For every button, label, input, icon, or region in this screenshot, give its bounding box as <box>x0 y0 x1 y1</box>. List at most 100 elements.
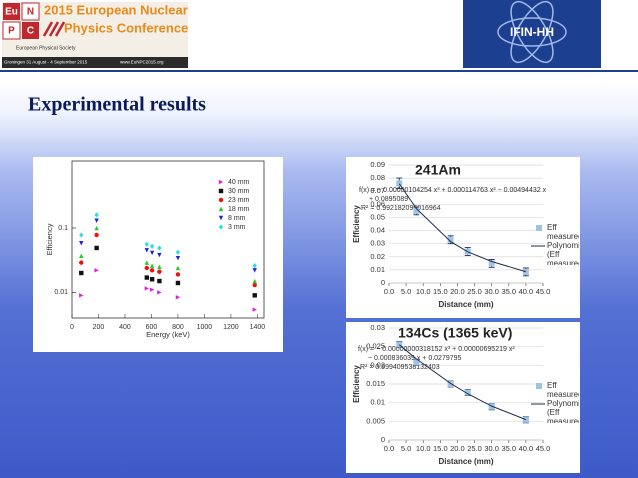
logo-letter: C <box>27 26 34 37</box>
marker <box>252 307 257 312</box>
logo-square <box>22 22 39 39</box>
fit-equation: R² = 0.992182096016964 <box>361 205 441 212</box>
legend-label: Eff measured <box>547 223 579 241</box>
legend-label: 30 mm <box>228 188 250 195</box>
y-axis-title: Efficiency <box>352 365 361 403</box>
x-tick-label: 20.0 <box>450 444 465 453</box>
x-tick-label: 45.0 <box>536 287 551 296</box>
legend-label: 3 mm <box>228 224 246 231</box>
legend-label-box: Polynomial (Eff measured) <box>547 399 579 423</box>
fit-equation: f(x) = − 0.00000000318152 x³ + 0.0000069… <box>358 346 515 353</box>
marker <box>79 260 84 265</box>
x-tick-label: 0.0 <box>384 444 394 453</box>
y-tick-label: 0.1 <box>58 225 68 232</box>
legend-label: Polynomial (Eff measured) <box>547 399 579 423</box>
marker <box>396 341 403 348</box>
fit-equation: − 0.000836039 x + 0.0279795 <box>368 355 462 362</box>
marker <box>149 263 155 268</box>
orbit <box>510 0 554 64</box>
marker <box>218 188 224 194</box>
marker <box>218 224 224 230</box>
y-tick-label: 0.01 <box>370 398 385 407</box>
chart-panel <box>346 322 580 473</box>
y-axis-title: Efficiency <box>352 205 361 243</box>
conference-name: Physics Conference <box>64 20 188 35</box>
x-tick-label: 40.0 <box>519 287 534 296</box>
dates: Groningen 31 August - 4 September 2015 <box>4 60 88 65</box>
x-tick-label: 1000 <box>197 324 213 331</box>
x-tick-label: 40.0 <box>519 444 534 453</box>
legend-label-box: Polynomial (Eff measured) <box>547 241 579 265</box>
x-tick-label: 200 <box>93 324 105 331</box>
x-tick-label: 35.0 <box>501 287 516 296</box>
x-tick-label: 45.0 <box>536 444 551 453</box>
marker <box>79 232 84 238</box>
marker <box>536 383 542 389</box>
marker <box>79 270 84 276</box>
logo-letter: Eu <box>5 7 18 18</box>
marker <box>413 359 420 366</box>
marker <box>536 225 542 231</box>
marker <box>144 265 150 271</box>
marker <box>396 180 403 187</box>
marker <box>94 225 99 231</box>
marker <box>157 290 162 295</box>
marker <box>488 403 495 410</box>
fit-line <box>398 183 527 273</box>
x-tick-label: 25.0 <box>467 287 482 296</box>
marker <box>149 277 155 282</box>
x-tick-label: 1400 <box>250 324 266 331</box>
x-tick-label: 0.0 <box>384 287 394 296</box>
marker <box>79 253 84 259</box>
marker <box>464 389 471 396</box>
marker <box>157 245 162 251</box>
marker <box>79 241 84 246</box>
legend-label-box: Eff measured <box>547 223 579 241</box>
marker <box>175 280 181 286</box>
chart-panel <box>33 157 283 352</box>
marker <box>175 265 181 271</box>
x-tick-label: 10.0 <box>416 287 431 296</box>
marker <box>175 249 181 255</box>
marker <box>149 250 155 256</box>
marker <box>447 236 454 243</box>
society: European Physical Society <box>16 45 76 51</box>
marker <box>488 260 495 267</box>
marker <box>218 197 224 203</box>
logo-bar <box>2 57 188 68</box>
fit-equation: f(x) = − 0.00000104254 x³ + 0.000114763 … <box>359 187 547 194</box>
marker <box>144 241 150 247</box>
marker <box>94 218 99 223</box>
x-tick-label: 5.0 <box>401 287 411 296</box>
y-tick-label: 0.08 <box>370 173 385 182</box>
marker <box>157 269 162 274</box>
marker <box>149 243 155 249</box>
x-tick-label: 10.0 <box>416 444 431 453</box>
marker <box>94 232 99 238</box>
y-tick-label: 0.01 <box>54 289 68 296</box>
marker <box>157 252 162 258</box>
x-tick-label: 35.0 <box>501 444 516 453</box>
legend-label: Polynomial (Eff measured) <box>547 241 579 265</box>
legend-label: 18 mm <box>228 206 250 213</box>
x-tick-label: 20.0 <box>450 287 465 296</box>
y-tick-label: 0.02 <box>370 252 385 261</box>
x-tick-label: 800 <box>172 324 184 331</box>
y-tick-label: 0.03 <box>370 323 385 332</box>
logo-square <box>2 21 21 40</box>
conference-name: 2015 European Nuclear <box>44 2 188 17</box>
logo-letter: P <box>8 26 15 37</box>
y-tick-label: 0.03 <box>370 239 385 248</box>
fit-equation: R² = 0.999409538132403 <box>360 364 440 371</box>
marker <box>252 278 257 284</box>
marker <box>149 268 155 273</box>
logo-slashes <box>42 21 66 37</box>
x-axis-title: Energy (keV) <box>146 330 190 339</box>
x-tick-label: 5.0 <box>401 444 411 453</box>
marker <box>522 416 529 423</box>
y-tick-label: 0.02 <box>370 360 385 369</box>
marker <box>144 248 150 253</box>
marker <box>157 264 162 269</box>
legend-label: Eff measured <box>547 381 579 399</box>
